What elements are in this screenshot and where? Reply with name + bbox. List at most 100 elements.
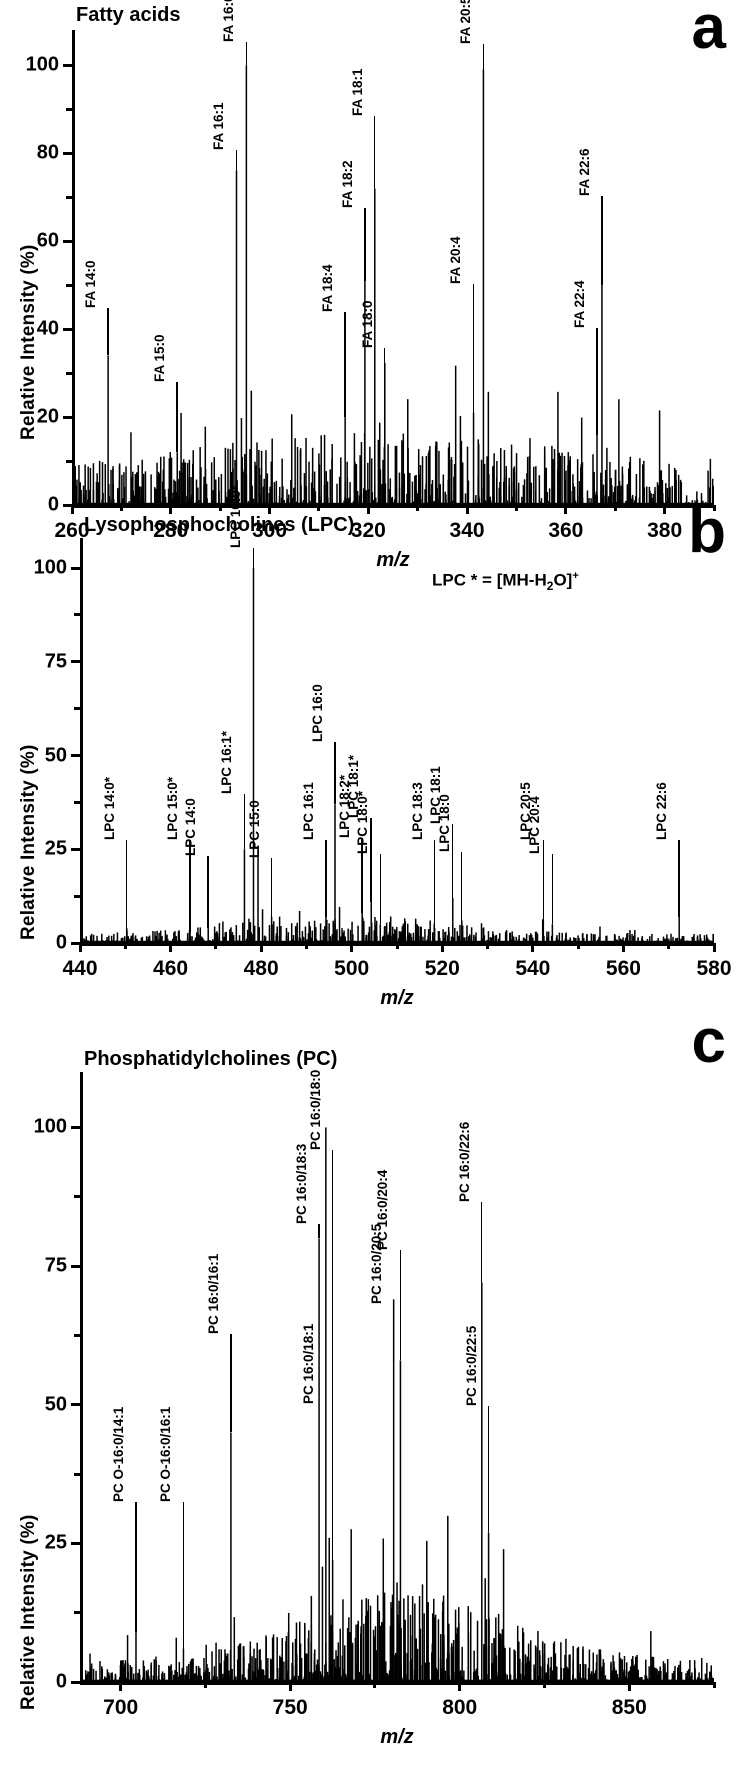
x-tick-minor: [119, 505, 123, 511]
x-tick: [712, 943, 716, 952]
y-tick-minor: [74, 1195, 80, 1199]
y-tick: [63, 503, 72, 507]
peak-label: PC O-16:0/16:1: [158, 1406, 174, 1502]
peak-label: FA 16:0: [221, 0, 237, 42]
peak-label: FA 20:5: [458, 0, 474, 44]
x-tick: [458, 1682, 462, 1691]
x-tick-minor: [373, 1682, 377, 1688]
y-tick: [71, 1125, 80, 1129]
peak-leader-line: [189, 840, 191, 932]
peak-leader-line: [252, 548, 255, 568]
peak-label: LPC 16:0*: [228, 484, 244, 548]
x-tick-minor: [613, 505, 617, 511]
x-tick-label: 360: [548, 519, 584, 542]
peak-leader-line: [318, 1224, 320, 1239]
x-tick-label: 700: [103, 1696, 139, 1719]
x-tick: [465, 505, 469, 514]
y-tick-minor: [74, 707, 80, 711]
peak-label: PC 16:0/22:5: [463, 1325, 479, 1406]
peak-leader-line: [452, 824, 454, 898]
x-tick-minor: [542, 1682, 546, 1688]
x-tick-label: 320: [350, 519, 386, 542]
x-axis-label-b: m/z: [380, 987, 414, 1009]
peak-leader-line: [325, 840, 327, 917]
y-tick-minor: [74, 613, 80, 617]
peak-leader-line: [364, 208, 366, 281]
peak-leader-line: [551, 854, 554, 925]
x-tick-minor: [203, 1682, 207, 1688]
y-tick-label: 80: [36, 141, 59, 164]
y-tick-minor: [74, 1472, 80, 1476]
y-tick-label: 0: [47, 493, 59, 516]
peak-label: FA 18:1: [349, 68, 365, 116]
peak-leader-line: [207, 856, 209, 928]
y-tick: [71, 1680, 80, 1684]
y-tick: [71, 847, 80, 851]
x-tick-minor: [218, 505, 222, 511]
x-tick-minor: [712, 505, 716, 511]
x-tick-label: 850: [611, 1696, 647, 1719]
peak-leader-line: [370, 818, 372, 902]
y-tick-label: 100: [25, 53, 59, 76]
x-tick-label: 380: [647, 519, 683, 542]
y-tick: [63, 327, 72, 331]
x-tick: [350, 943, 354, 952]
x-tick-label: 500: [334, 957, 370, 980]
y-tick-minor: [66, 283, 72, 287]
y-tick-label: 25: [44, 837, 67, 860]
panel-title-b: Lysophosphocholines (LPC): [84, 514, 355, 536]
peak-leader-line: [487, 1406, 490, 1533]
x-axis-c: [80, 1682, 714, 1685]
plot-area-a: m/z 0 20 40 60 80 100 260 280 300 320 340 360 380 FA …: [26, 0, 716, 571]
peak-label: LPC 16:0: [309, 684, 325, 742]
spectrum-trace-b: [80, 538, 714, 943]
panel-pc: c Phosphatidylcholines (PC) Relative Int…: [0, 1010, 744, 1772]
y-tick-minor: [74, 1611, 80, 1615]
peak-leader-line: [107, 308, 109, 356]
peak-leader-line: [542, 840, 544, 921]
peak-label: FA 22:4: [571, 280, 587, 328]
peak-leader-line: [182, 1502, 185, 1649]
panel-letter-c: c: [691, 1007, 726, 1076]
x-tick-label: 540: [515, 957, 551, 980]
peak-leader-line: [678, 840, 680, 917]
x-axis-label-a: m/z: [376, 549, 410, 571]
x-tick: [268, 505, 272, 514]
peak-leader-line: [245, 42, 248, 66]
x-axis-label-c: m/z: [380, 1726, 414, 1748]
peak-leader-line: [481, 1202, 483, 1283]
y-tick: [71, 1541, 80, 1545]
x-tick-minor: [304, 943, 308, 949]
x-tick: [627, 1682, 631, 1691]
y-tick-minor: [74, 1333, 80, 1337]
x-tick: [531, 943, 535, 952]
peak-leader-line: [270, 858, 273, 917]
peak-leader-line: [374, 116, 376, 189]
spectrum-trace-a: [72, 30, 714, 505]
peak-leader-line: [482, 44, 485, 70]
y-tick: [63, 63, 72, 67]
x-tick-label: 440: [62, 957, 98, 980]
y-tick-label: 0: [55, 1670, 67, 1693]
peak-label: FA 22:6: [576, 148, 592, 196]
x-tick-label: 460: [153, 957, 189, 980]
peak-label: FA 14:0: [83, 260, 99, 308]
y-tick-minor: [66, 195, 72, 199]
y-tick-minor: [74, 894, 80, 898]
peak-leader-line: [230, 1334, 232, 1433]
y-tick-label: 75: [44, 1254, 67, 1277]
x-tick-label: 750: [272, 1696, 308, 1719]
x-tick: [663, 505, 667, 514]
y-tick: [71, 1403, 80, 1407]
y-tick: [63, 415, 72, 419]
y-tick-label: 20: [36, 405, 59, 428]
y-tick: [71, 941, 80, 945]
peak-leader-line: [176, 382, 178, 453]
panel-lpc: b Lysophosphocholines (LPC) LPC * = [MH-…: [0, 485, 744, 1010]
y-tick-label: 40: [36, 317, 59, 340]
peak-label: FA 15:0: [152, 334, 168, 382]
x-tick-minor: [667, 943, 671, 949]
peak-leader-line: [125, 840, 128, 928]
y-tick-label: 100: [33, 1115, 67, 1138]
panel-fatty-acids: a Fatty acids Relative Intensity (%) m/z…: [0, 0, 744, 571]
